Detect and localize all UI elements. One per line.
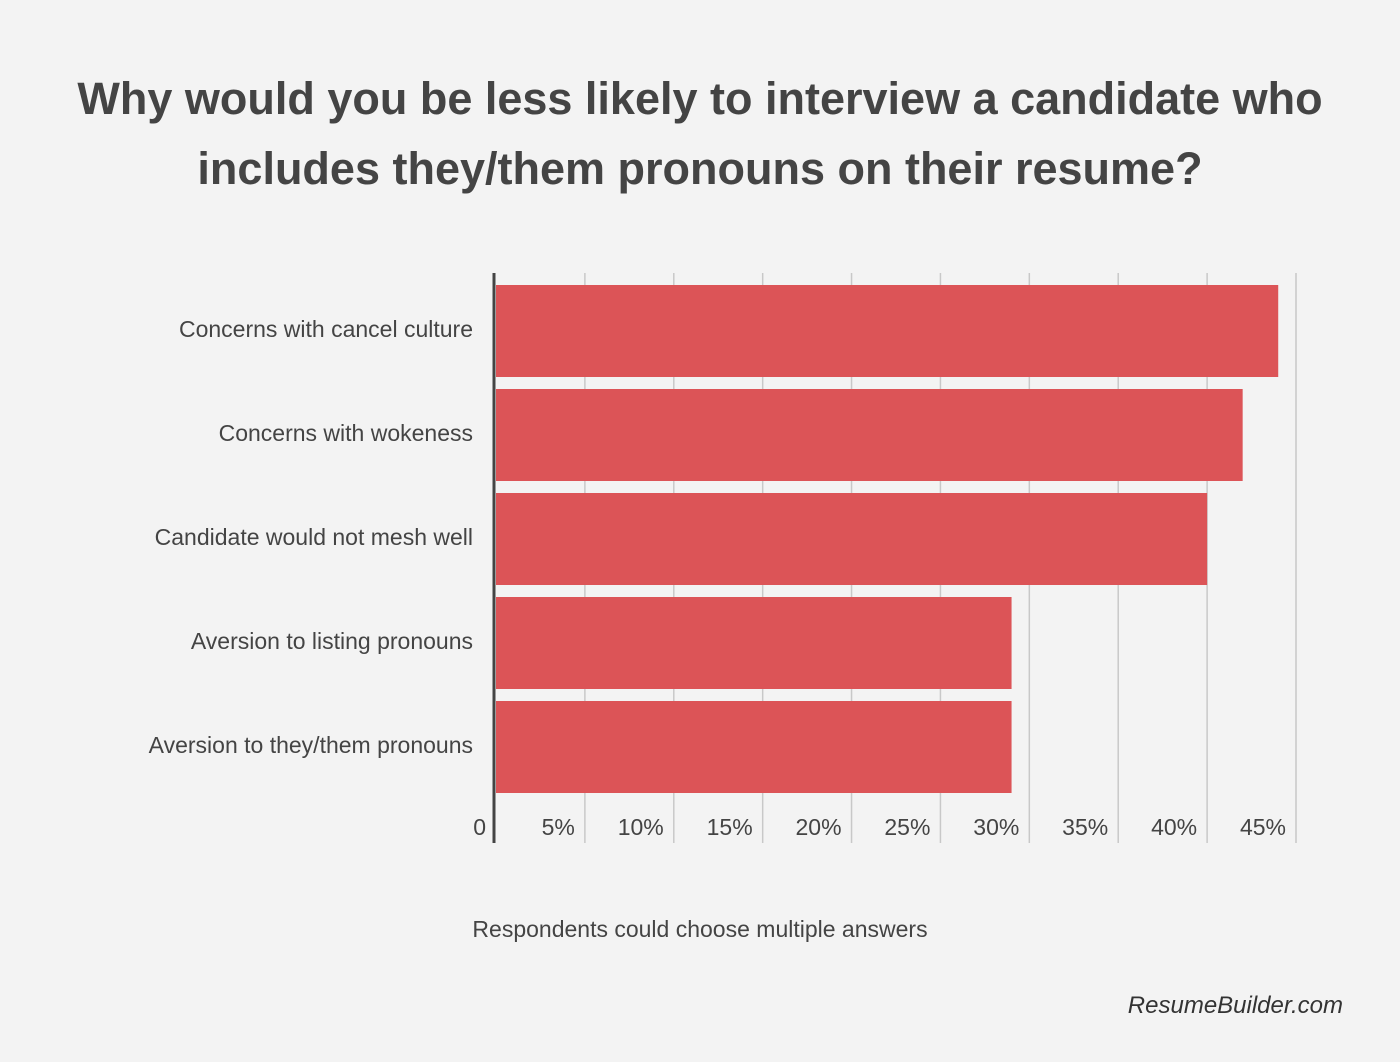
x-tick-label: 15%	[707, 814, 753, 840]
x-tick-label: 10%	[618, 814, 664, 840]
y-tick-label: Concerns with wokeness	[219, 420, 473, 446]
x-tick-label: 25%	[884, 814, 930, 840]
bar	[496, 701, 1012, 793]
y-tick-label: Aversion to listing pronouns	[191, 628, 473, 654]
bar	[496, 285, 1279, 377]
bar	[496, 597, 1012, 689]
footnote: Respondents could choose multiple answer…	[472, 916, 927, 942]
y-tick-label: Aversion to they/them pronouns	[149, 732, 473, 758]
x-tick-label: 40%	[1151, 814, 1197, 840]
y-tick-label: Candidate would not mesh well	[155, 524, 473, 550]
x-tick-label: 5%	[542, 814, 575, 840]
x-tick-label: 45%	[1240, 814, 1286, 840]
bar	[496, 493, 1208, 585]
bar	[496, 389, 1243, 481]
x-tick-label: 0	[473, 814, 486, 840]
x-tick-label: 30%	[973, 814, 1019, 840]
y-tick-label: Concerns with cancel culture	[179, 316, 473, 342]
chart-title: Why would you be less likely to intervie…	[77, 73, 1323, 194]
x-tick-label: 20%	[796, 814, 842, 840]
x-tick-label: 35%	[1062, 814, 1108, 840]
source: ResumeBuilder.com	[1127, 992, 1343, 1019]
